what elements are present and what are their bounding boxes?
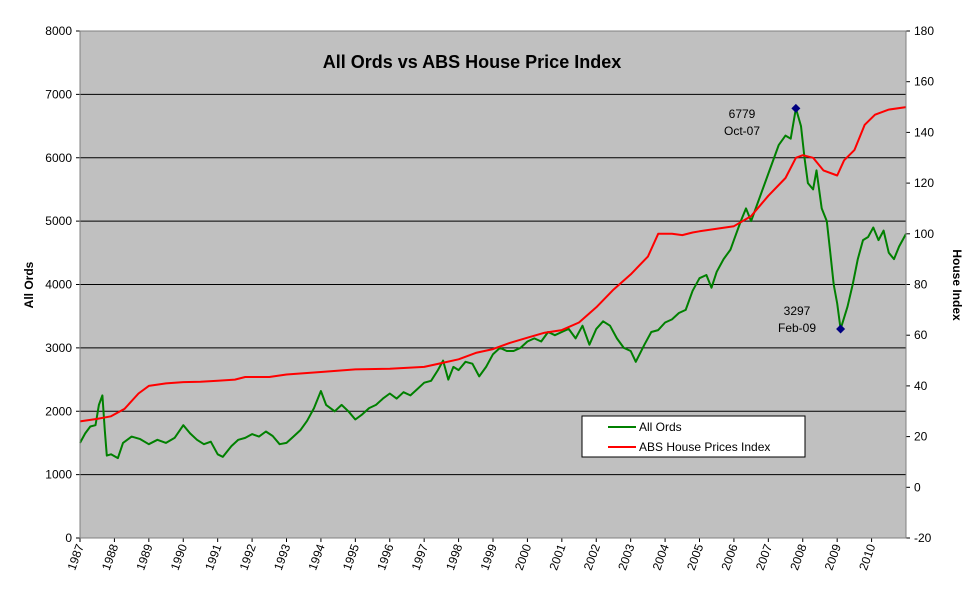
x-tick-label: 2009: [822, 542, 844, 572]
right-tick-label: -20: [914, 531, 932, 545]
left-tick-label: 1000: [45, 468, 72, 482]
x-tick-label: 2006: [718, 542, 740, 572]
annotation-trough-value: 3297: [784, 304, 811, 318]
left-tick-label: 0: [65, 531, 72, 545]
x-tick-label: 2010: [856, 542, 878, 572]
legend: All Ords ABS House Prices Index: [582, 416, 805, 457]
x-tick-label: 2001: [546, 542, 568, 572]
x-tick-label: 1998: [443, 542, 465, 572]
x-tick-label: 1995: [340, 542, 362, 572]
x-tick-label: 2002: [581, 542, 603, 572]
right-tick-label: 180: [914, 24, 934, 38]
right-tick-label: 20: [914, 430, 928, 444]
right-tick-label: 100: [914, 227, 934, 241]
left-tick-label: 4000: [45, 278, 72, 292]
right-tick-label: 0: [914, 480, 921, 494]
x-tick-label: 1988: [99, 542, 121, 572]
annotation-peak-value: 6779: [729, 107, 756, 121]
x-tick-label: 2005: [684, 542, 706, 572]
legend-label-all-ords: All Ords: [639, 420, 682, 434]
annotation-peak-date: Oct-07: [724, 124, 760, 138]
left-tick-label: 6000: [45, 151, 72, 165]
right-tick-label: 60: [914, 328, 928, 342]
x-tick-label: 2003: [615, 542, 637, 572]
x-tick-label: 1990: [168, 542, 190, 572]
right-tick-label: 160: [914, 75, 934, 89]
x-tick-label: 1987: [65, 542, 87, 572]
left-tick-label: 5000: [45, 214, 72, 228]
x-tick-label: 2004: [650, 542, 672, 572]
left-tick-label: 7000: [45, 87, 72, 101]
x-tick-label: 2007: [753, 542, 775, 572]
x-tick-label: 1997: [409, 542, 431, 572]
x-tick-label: 1994: [305, 542, 327, 572]
annotation-trough-date: Feb-09: [778, 321, 816, 335]
left-tick-label: 2000: [45, 404, 72, 418]
x-tick-label: 1992: [237, 542, 259, 572]
left-tick-label: 8000: [45, 24, 72, 38]
x-tick-label: 1993: [271, 542, 293, 572]
x-axis-ticks: 1987 1988 1989 1990 1991 1992 1993 1994 1995 1996…: [65, 538, 879, 572]
x-tick-label: 2008: [787, 542, 809, 572]
legend-label-house: ABS House Prices Index: [639, 440, 770, 454]
y-axis-title: All Ords: [22, 261, 36, 308]
x-tick-label: 1999: [478, 542, 500, 572]
right-tick-label: 140: [914, 125, 934, 139]
y2-axis-title: House Index: [950, 249, 964, 321]
right-tick-label: 120: [914, 176, 934, 190]
right-tick-label: 40: [914, 379, 928, 393]
left-axis-ticks: 0 1000 2000 3000 4000 5000 6000 7000 8000: [45, 24, 80, 545]
chart-title: All Ords vs ABS House Price Index: [323, 52, 621, 72]
right-tick-label: 80: [914, 278, 928, 292]
x-tick-label: 1991: [202, 542, 224, 572]
x-tick-label: 1989: [133, 542, 155, 572]
left-tick-label: 3000: [45, 341, 72, 355]
right-axis-ticks: -20 0 20 40 60 80 100 120 140 160 180: [906, 24, 934, 545]
x-tick-label: 1996: [374, 542, 396, 572]
x-tick-label: 2000: [512, 542, 534, 572]
